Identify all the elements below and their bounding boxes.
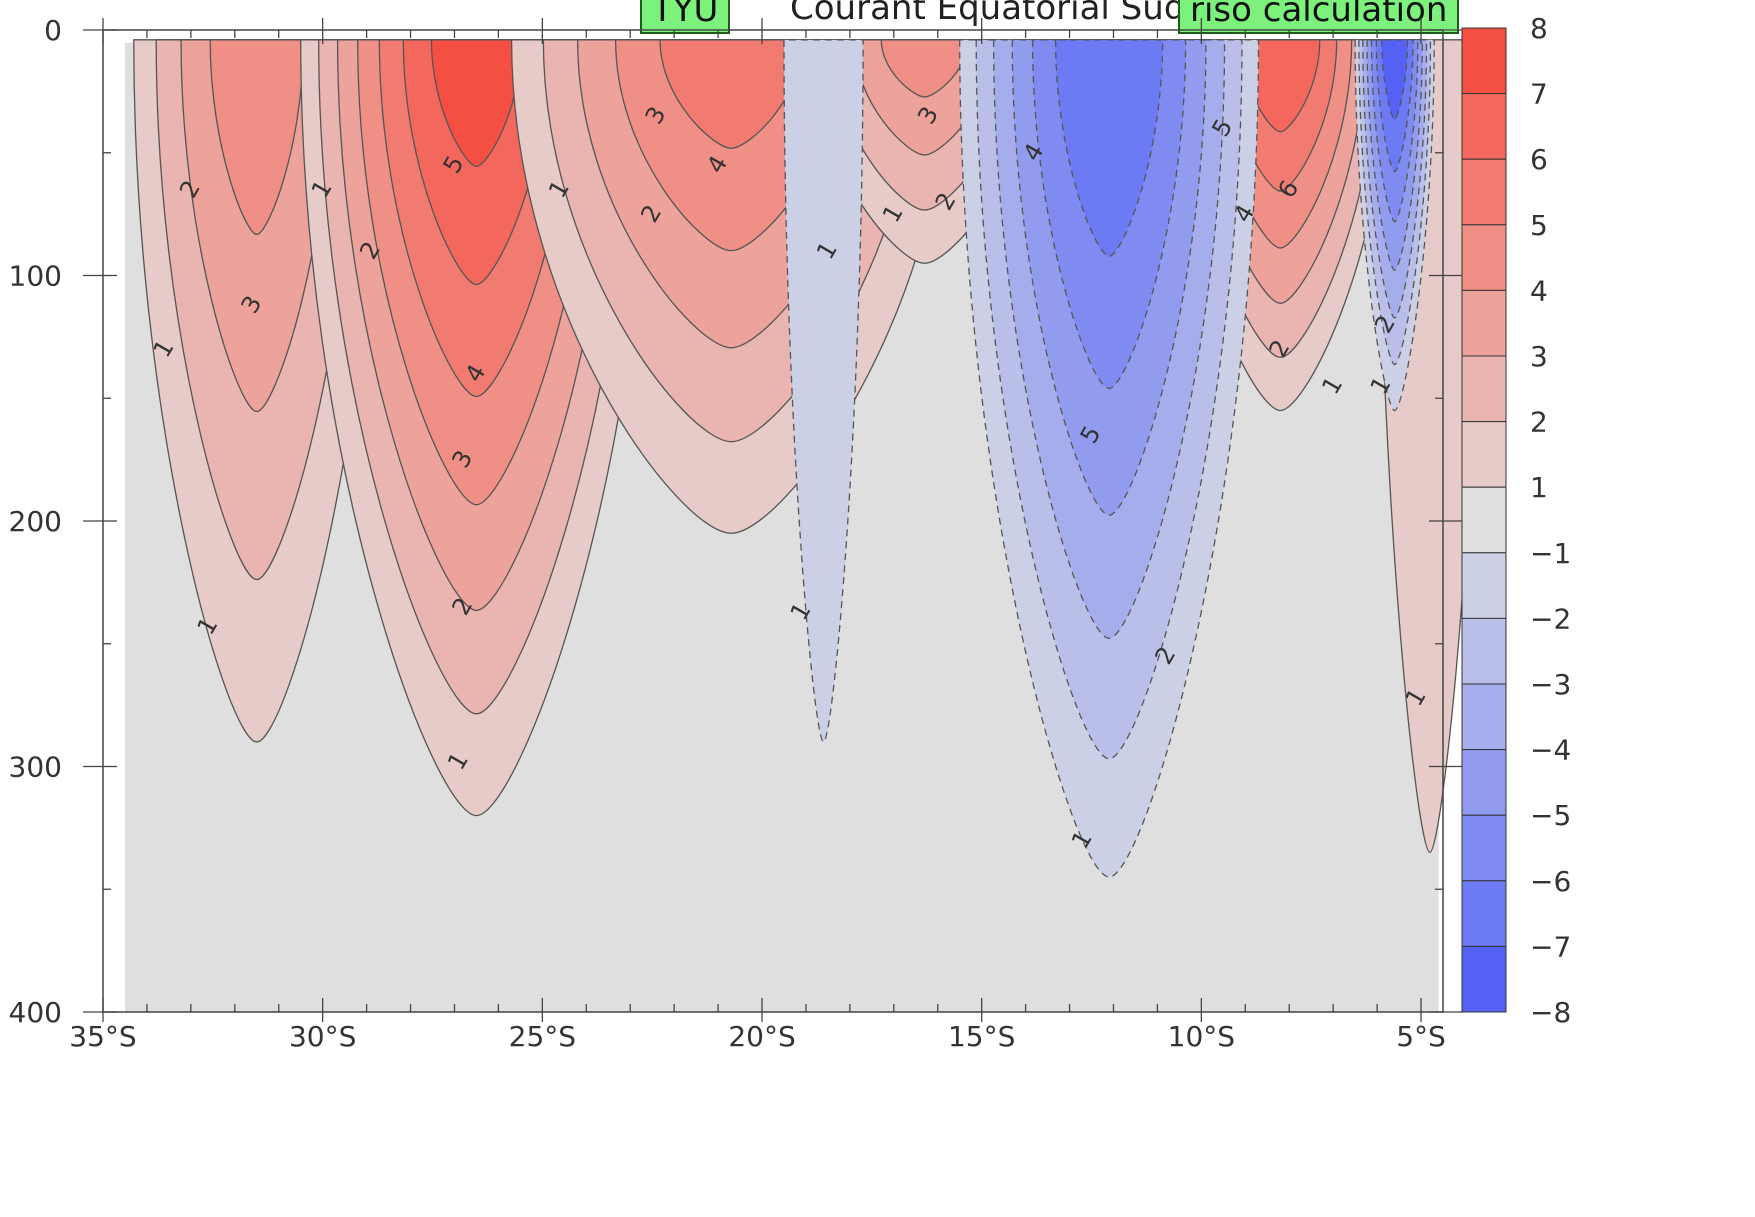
colorbar-swatch (1461, 749, 1507, 816)
contour-band (1054, 39, 1164, 257)
x-tick-label: 5°S (1396, 1020, 1446, 1053)
x-tick-label: 10°S (1168, 1020, 1235, 1053)
colorbar: 8 7 6 5 4 3 2 1 −1 −2 −3 −4 −5 −6 −7 −8 (1461, 12, 1571, 1029)
colorbar-label: −4 (1530, 734, 1571, 767)
colorbar-label: 5 (1530, 209, 1548, 242)
colorbar-label: −1 (1530, 537, 1571, 570)
colorbar-swatch (1461, 355, 1507, 423)
colorbar-swatch (1461, 683, 1507, 751)
colorbar-swatch (1461, 421, 1507, 488)
colorbar-swatch (1461, 617, 1507, 685)
x-tick-label: 25°S (509, 1020, 576, 1053)
title-right-box: riso calculation (1178, 0, 1460, 34)
x-tick-label: 30°S (289, 1020, 356, 1053)
colorbar-swatch (1461, 486, 1507, 554)
colorbar-swatch (1461, 27, 1507, 95)
colorbar-swatch (1461, 93, 1507, 160)
colorbar-swatch (1461, 158, 1507, 226)
x-axis: 35°S 30°S 25°S 20°S 15°S 10°S 5°S (69, 18, 1446, 1053)
x-tick-label: 20°S (728, 1020, 795, 1053)
title-bar: TYU Courant Equatorial Sud riso calculat… (0, 0, 1755, 40)
colorbar-swatch (1461, 289, 1507, 357)
colorbar-label: 4 (1530, 274, 1548, 307)
colorbar-label: −3 (1530, 668, 1571, 701)
colorbar-label: 8 (1530, 12, 1548, 45)
chart-title: Courant Equatorial Sud (790, 0, 1186, 28)
contour-band (783, 39, 864, 743)
y-tick-label: 300 (9, 751, 62, 784)
x-tick-label: 35°S (69, 1020, 136, 1053)
colorbar-label: 3 (1530, 340, 1548, 373)
colorbar-swatch (1461, 224, 1507, 291)
y-tick-label: 100 (9, 260, 62, 293)
x-tick-label: 15°S (948, 1020, 1015, 1053)
y-tick-label: 0 (44, 14, 62, 47)
colorbar-label: 7 (1530, 78, 1548, 111)
colorbar-swatch (1461, 880, 1507, 947)
title-left-box: TYU (640, 0, 731, 34)
colorbar-swatch (1461, 945, 1507, 1013)
y-tick-label: 400 (9, 996, 62, 1029)
y-axis: 0 100 200 300 400 (9, 14, 1463, 1029)
colorbar-label: 6 (1530, 143, 1548, 176)
y-tick-label: 200 (9, 505, 62, 538)
colorbar-label: −2 (1530, 602, 1571, 635)
contour-field (124, 39, 1484, 1012)
colorbar-label: 2 (1530, 406, 1548, 439)
colorbar-label: −5 (1530, 799, 1571, 832)
colorbar-swatch (1461, 814, 1507, 882)
colorbar-label: −7 (1530, 930, 1571, 963)
colorbar-label: −6 (1530, 865, 1571, 898)
colorbar-label: 1 (1530, 471, 1548, 504)
contour-band (1381, 39, 1409, 121)
colorbar-swatch (1461, 552, 1507, 619)
colorbar-label: −8 (1530, 996, 1571, 1029)
contour-band (209, 39, 305, 236)
